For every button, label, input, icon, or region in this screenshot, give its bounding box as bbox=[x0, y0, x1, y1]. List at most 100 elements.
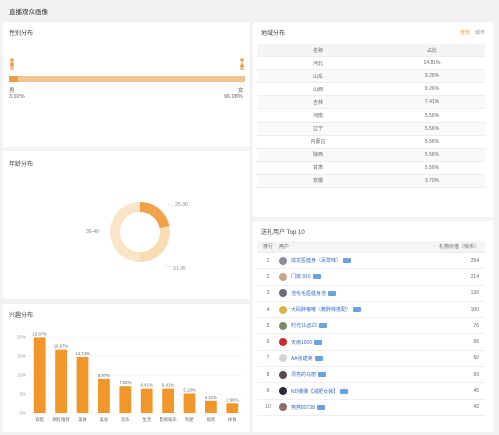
gift-value: 100 bbox=[470, 306, 479, 313]
male-percent: 3.92% bbox=[9, 94, 25, 100]
gift-row: 6 天雨1600 66 bbox=[257, 334, 485, 351]
gift-value: 59 bbox=[473, 371, 479, 378]
avatar bbox=[279, 387, 287, 396]
gift-user-name[interactable]: AA张建英 bbox=[291, 355, 313, 362]
gender-title: 性别分布 bbox=[9, 31, 34, 37]
level-badge-icon bbox=[318, 323, 327, 329]
gift-rank: 2 bbox=[266, 273, 270, 280]
gift-rank: 7 bbox=[266, 355, 270, 362]
gift-rank: 6 bbox=[266, 339, 270, 346]
avatar bbox=[279, 305, 287, 314]
x-tick-label: 影视娱乐 bbox=[160, 416, 178, 423]
interest-bar bbox=[226, 403, 239, 413]
female-percent: 96.08% bbox=[224, 94, 243, 100]
x-tick-label: 生活 bbox=[142, 416, 151, 423]
region-name: 辽宁 bbox=[312, 126, 323, 133]
age-label-31-35: 31-35 bbox=[173, 266, 186, 272]
x-tick-label: 体育 bbox=[228, 416, 237, 423]
gift-user-name[interactable]: 浩毛毛医健身浩 bbox=[291, 290, 327, 297]
gift-value: 60 bbox=[473, 355, 479, 362]
y-tick-label: 20% bbox=[17, 335, 26, 340]
x-tick-label: 明星 bbox=[185, 417, 194, 423]
interest-bar bbox=[183, 393, 196, 413]
gift-user-name[interactable]: 成龙医健身（百草味） bbox=[291, 258, 342, 265]
level-badge-icon bbox=[312, 274, 321, 280]
interest-bar-chart: 0% 5% 10% 15% 20% 19.87% 穿搭 16.67% 网红推荐 14.74% 美食 8… bbox=[17, 331, 243, 423]
region-row: 河北 14.81% bbox=[257, 57, 485, 71]
region-percent: 5.56% bbox=[424, 164, 440, 171]
gift-user[interactable]: 燕燕80738 bbox=[279, 403, 445, 412]
age-leader-lines bbox=[97, 204, 173, 268]
region-row: 内蒙古 5.56% bbox=[257, 136, 485, 149]
gift-user-name[interactable]: 漂亮的马丽 bbox=[291, 372, 317, 379]
interest-bar bbox=[119, 386, 132, 413]
level-badge-icon bbox=[314, 339, 323, 345]
gift-row: 2 门窗 816 214 bbox=[257, 269, 485, 286]
gifts-panel bbox=[253, 221, 493, 432]
gift-user[interactable]: 门窗 816 bbox=[279, 272, 445, 281]
gift-user[interactable]: 成龙医健身（百草味） bbox=[279, 256, 445, 265]
interest-bar bbox=[205, 400, 217, 413]
region-row: 甘肃 5.56% bbox=[257, 162, 485, 175]
gifts-header-user: 用户 bbox=[279, 244, 290, 250]
tab-province[interactable]: 省份 bbox=[460, 30, 471, 36]
level-badge-icon bbox=[328, 290, 337, 296]
gift-user[interactable]: AA张建英 bbox=[279, 354, 445, 363]
y-tick-label: 15% bbox=[17, 354, 26, 359]
level-badge-icon bbox=[314, 355, 323, 361]
region-row: 山东 9.26% bbox=[257, 70, 485, 84]
region-name: 河北 bbox=[312, 60, 323, 67]
age-title: 年龄分布 bbox=[9, 162, 34, 168]
region-row: 吉林 7.41% bbox=[257, 96, 485, 110]
gift-row: 7 AA张建英 60 bbox=[257, 351, 485, 368]
gift-row: 5 时光11@22 76 bbox=[257, 318, 485, 335]
region-row: 辽宁 5.56% bbox=[257, 122, 485, 136]
region-name: 山西 bbox=[312, 86, 323, 93]
gift-user-name[interactable]: 时光11@22 bbox=[291, 323, 317, 330]
region-percent: 5.56% bbox=[424, 112, 440, 119]
bar-value-label: 7.05% bbox=[119, 380, 131, 385]
region-name: 内蒙古 bbox=[310, 139, 326, 146]
gender-male-fill bbox=[9, 76, 19, 82]
y-tick-label: 0% bbox=[19, 411, 26, 416]
region-percent: 9.26% bbox=[424, 86, 440, 93]
bar-value-label: 3.21% bbox=[205, 395, 217, 400]
y-tick-label: 10% bbox=[17, 373, 26, 378]
age-slice-31-35 bbox=[140, 226, 170, 262]
gift-user-name[interactable]: 大码胖嘟嘟（教胖妹搭配） bbox=[291, 307, 352, 314]
gift-value: 130 bbox=[470, 290, 479, 297]
avatar bbox=[279, 272, 287, 281]
page-title: 直播观众画像 bbox=[9, 9, 48, 16]
x-tick-label: 穿搭 bbox=[35, 416, 44, 423]
interest-bar bbox=[76, 356, 89, 413]
gift-user[interactable]: 漂亮的马丽 bbox=[279, 370, 445, 379]
level-badge-icon bbox=[318, 372, 327, 378]
gift-row: 9 ND娜娜【减肥女装】 45 bbox=[257, 383, 485, 400]
age-donut-chart bbox=[110, 202, 170, 262]
level-badge-icon bbox=[316, 404, 325, 410]
gift-user-name[interactable]: ND娜娜【减肥女装】 bbox=[291, 388, 339, 395]
gift-user[interactable]: 天雨1600 bbox=[279, 338, 445, 347]
gift-row: 3 浩毛毛医健身浩 130 bbox=[257, 286, 485, 302]
x-tick-label: 美妆 bbox=[100, 416, 109, 423]
gift-user[interactable]: 大码胖嘟嘟（教胖妹搭配） bbox=[279, 305, 445, 314]
gifts-table: 排行 用户 礼物价值（快币） 1 成龙医健身（百草味） 254 2 门窗 816 214 3… bbox=[257, 241, 485, 416]
bar-value-label: 5.13% bbox=[183, 388, 195, 393]
age-label-25-30: 25-30 bbox=[175, 202, 188, 208]
gift-user-name[interactable]: 燕燕80738 bbox=[291, 404, 315, 411]
gift-row: 8 漂亮的马丽 59 bbox=[257, 367, 485, 384]
gift-user-name[interactable]: 天雨1600 bbox=[291, 339, 313, 346]
x-tick-label: 搞笑 bbox=[207, 416, 216, 423]
avatar bbox=[279, 289, 287, 298]
gift-user[interactable]: ND娜娜【减肥女装】 bbox=[279, 387, 445, 396]
gifts-title: 送礼用户 Top 10 bbox=[261, 230, 305, 236]
tab-city[interactable]: 城市 bbox=[475, 30, 486, 36]
avatar bbox=[279, 256, 287, 265]
region-name: 陕西 bbox=[312, 152, 323, 159]
age-label-36-40: 36-40 bbox=[86, 229, 99, 235]
region-header-percent: 占比 bbox=[426, 47, 437, 54]
gift-user-name[interactable]: 门窗 816 bbox=[291, 274, 311, 281]
gift-user[interactable]: 浩毛毛医健身浩 bbox=[279, 289, 445, 298]
gift-user[interactable]: 时光11@22 bbox=[279, 321, 445, 330]
region-percent: 14.81% bbox=[423, 60, 441, 67]
